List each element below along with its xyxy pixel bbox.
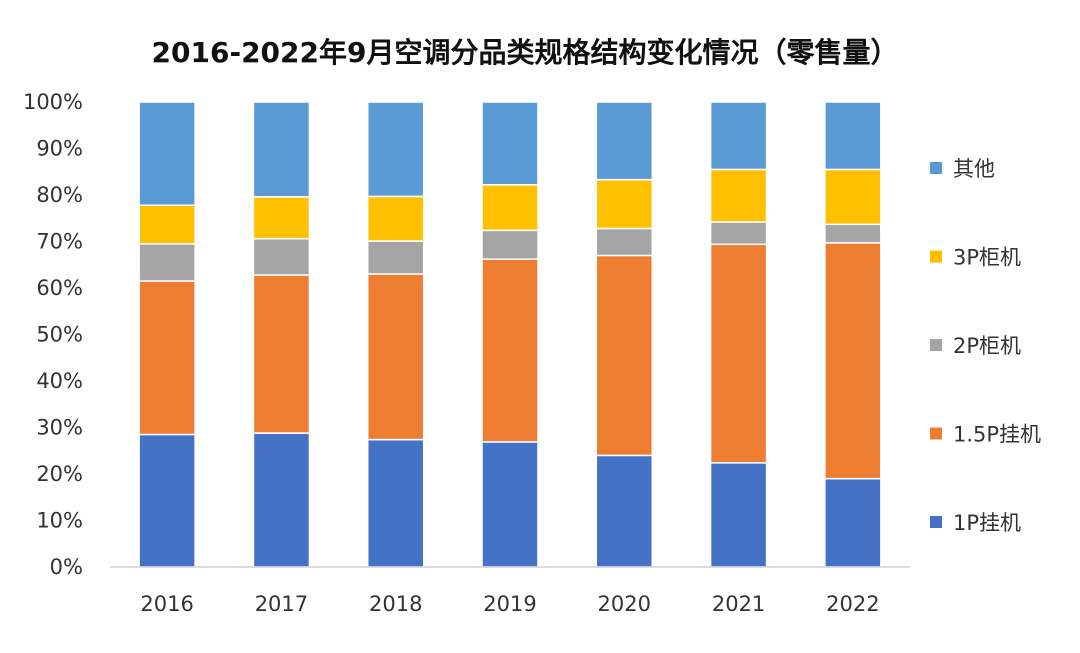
bar-segment — [252, 101, 311, 198]
bar-segment — [366, 273, 425, 441]
bar-segment — [595, 101, 654, 181]
x-tick-label: 2017 — [255, 592, 308, 616]
legend-swatch — [930, 339, 942, 351]
bar-segment — [824, 477, 882, 568]
bar-segment — [252, 432, 311, 568]
bar-segment — [709, 221, 768, 246]
legend-label: 其他 — [953, 157, 995, 181]
bar-segment — [709, 462, 768, 568]
y-tick-label: 0% — [50, 555, 83, 579]
y-tick-label: 90% — [36, 137, 83, 161]
legend-swatch — [930, 162, 942, 174]
y-tick-label: 50% — [36, 323, 83, 347]
x-tick-label: 2016 — [140, 592, 193, 616]
bar-segment — [138, 280, 196, 436]
y-tick-label: 40% — [36, 369, 83, 393]
legend: 其他 3P柜机 2P柜机 1.5P挂机 1P挂机 — [930, 157, 1041, 535]
y-axis: 0% 10% 20% 30% 40% 50% 60% 70% 80% 90% 100% — [23, 90, 83, 579]
bar-segment — [481, 101, 539, 186]
x-tick-label: 2019 — [483, 592, 536, 616]
bar-segment — [481, 184, 539, 232]
y-tick-label: 60% — [36, 276, 83, 300]
bar-segment — [138, 101, 196, 206]
bar-segment — [824, 101, 882, 171]
bar-segment — [824, 242, 882, 480]
bar-segment — [481, 229, 539, 260]
legend-label: 3P柜机 — [953, 246, 1021, 270]
x-tick-label: 2020 — [598, 592, 651, 616]
x-tick-label: 2021 — [712, 592, 765, 616]
bar-segment — [595, 454, 654, 568]
y-tick-label: 30% — [36, 416, 83, 440]
bar-segment — [366, 240, 425, 275]
legend-swatch — [930, 516, 942, 528]
legend-swatch — [930, 427, 942, 440]
bar-segment — [481, 258, 539, 443]
y-tick-label: 70% — [36, 230, 83, 254]
bar-segment — [138, 433, 196, 568]
bar-segment — [252, 237, 311, 276]
bar-segment — [252, 274, 311, 434]
bar-segment — [824, 168, 882, 226]
bar-segment — [595, 178, 654, 230]
bar-segment — [481, 441, 539, 568]
legend-label: 2P柜机 — [953, 334, 1021, 358]
bar-segment — [709, 168, 768, 223]
bar-segment — [709, 243, 768, 464]
bar-segment — [709, 101, 768, 171]
bar-segment — [595, 254, 654, 457]
bar-segment — [366, 101, 425, 198]
y-tick-label: 100% — [23, 90, 83, 114]
y-tick-label: 10% — [36, 509, 83, 533]
bar-segment — [595, 227, 654, 257]
x-tick-label: 2018 — [369, 592, 422, 616]
legend-label: 1.5P挂机 — [953, 423, 1041, 447]
bars — [138, 101, 882, 568]
bar-segment — [366, 195, 425, 242]
y-tick-label: 20% — [36, 462, 83, 486]
y-tick-label: 80% — [36, 183, 83, 207]
legend-label: 1P挂机 — [953, 511, 1021, 535]
x-axis: 2016 2017 2018 2019 2020 2021 2022 — [140, 592, 879, 616]
bar-segment — [252, 196, 311, 240]
chart-title: 2016-2022年9月空调分品类规格结构变化情况（零售量） — [152, 36, 899, 69]
x-tick-label: 2022 — [826, 592, 879, 616]
legend-swatch — [930, 250, 942, 263]
bar-segment — [138, 204, 196, 245]
bar-segment — [824, 223, 882, 244]
bar-segment — [138, 243, 196, 282]
bar-segment — [366, 438, 425, 568]
